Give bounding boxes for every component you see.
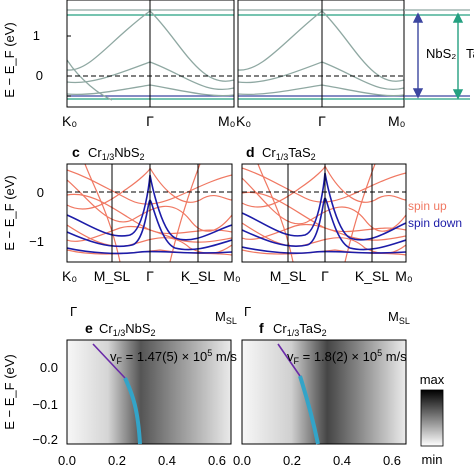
arpes-left-velocity: vF = 1.47(5) × 105 m/s [110, 348, 237, 366]
panel-d-title: Cr1/3TaS2 [262, 145, 316, 162]
arpes-right-mdc-peaks [298, 375, 320, 445]
top-right-xtick-k0: K₀ [236, 113, 251, 129]
mid-right-xtick-msl: M_SL [270, 268, 307, 284]
colorbar-max-label: max [420, 372, 445, 387]
bottom-left-gamma-marker: Γ [70, 304, 77, 319]
arpes-right-frame [241, 339, 407, 445]
arpes-right-fit-line [277, 343, 301, 377]
bottom-ytick-m02: −0.2 [32, 432, 58, 447]
top-right-band-1 [238, 10, 404, 82]
arpes-right: vF = 1.8(2) × 105 m/s [241, 339, 407, 445]
arpes-right-velocity: vF = 1.8(2) × 105 m/s [287, 348, 407, 366]
mid-right-spin-up-bands [242, 164, 406, 262]
mid-ylabel: E − E_F (eV) [2, 175, 17, 251]
colorbar [420, 389, 444, 447]
bottom-right-xtick-06: 0.6 [383, 453, 401, 468]
tas2-arrow [452, 12, 464, 100]
bottom-right-xtick-04: 0.4 [333, 453, 351, 468]
mid-right-xtick-ksl: K_SL [355, 268, 389, 284]
tas2-arrow-label: TaS₂ [466, 46, 474, 61]
top-left-xtick-gamma: Γ [146, 113, 154, 129]
bottom-ytick-m01: −0.1 [32, 397, 58, 412]
arpes-left-intensity [67, 340, 231, 444]
panel-d-letter: d [246, 144, 255, 160]
legend-spin-up: spin up [408, 199, 447, 213]
arpes-left-frame [66, 339, 232, 445]
top-right-band-3 [238, 84, 404, 97]
arpes-left: vF = 1.47(5) × 105 m/s [66, 339, 237, 445]
bottom-left-xtick-04: 0.4 [158, 453, 176, 468]
top-left-xtick-k0: K₀ [62, 113, 77, 129]
bottom-left-xtick-06: 0.6 [208, 453, 226, 468]
bottom-right-xtick-02: 0.2 [283, 453, 301, 468]
bottom-ylabel: E − E_F (eV) [2, 354, 17, 430]
panel-c-letter: c [72, 144, 80, 160]
top-ylabel-text: E − E_F (eV) [2, 22, 17, 98]
bottom-left-msl-marker: MSL [215, 309, 237, 326]
top-left-band-4 [67, 59, 113, 101]
middle-panel-right [242, 164, 406, 262]
mid-right-xtick-gamma: Γ [321, 268, 329, 284]
bottom-right-xtick-0: 0.0 [233, 453, 251, 468]
bottom-right-msl-marker: MSL [388, 309, 410, 326]
top-right-xtick-m0: M₀ [388, 113, 406, 129]
mid-left-xtick-m0: M₀ [223, 268, 241, 284]
middle-right-frame [241, 163, 407, 263]
top-right-bands [238, 9, 404, 100]
mid-ytick-m1: −1 [29, 234, 44, 249]
middle-left-frame [66, 163, 233, 263]
arpes-left-mdc-peaks [123, 377, 142, 445]
bottom-left-xtick-02: 0.2 [108, 453, 126, 468]
top-right-xtick-gamma: Γ [318, 113, 326, 129]
mid-left-xtick-msl: M_SL [94, 268, 131, 284]
colorbar-min-label: min [422, 452, 443, 467]
bottom-left-xtick-0: 0.0 [58, 453, 76, 468]
mid-ytick-0: 0 [37, 185, 44, 200]
arpes-left-fit-line [92, 343, 126, 379]
top-ytick-1: 1 [33, 28, 40, 43]
top-left-xtick-m0: M₀ [218, 113, 236, 129]
bottom-ytick-0: 0.0 [40, 360, 58, 375]
mid-left-xtick-ksl: K_SL [181, 268, 215, 284]
top-right-frame [237, 0, 405, 108]
panel-e-letter: e [85, 320, 93, 336]
bottom-right-gamma-marker: Γ [244, 304, 251, 319]
panel-e-title: Cr1/3NbS2 [99, 321, 156, 338]
mid-left-xtick-k0: K₀ [62, 268, 77, 284]
nbs2-arrow-label: NbS₂ [426, 46, 456, 61]
panel-f-title: Cr1/3TaS2 [273, 321, 327, 338]
top-left-frame [66, 0, 235, 108]
arpes-right-intensity [242, 340, 406, 444]
mid-left-xtick-gamma: Γ [146, 268, 154, 284]
top-panel-right [238, 9, 404, 100]
panel-f-letter: f [259, 320, 264, 336]
nbs2-arrow [412, 12, 424, 99]
mid-right-xtick-m0: M₀ [395, 268, 413, 284]
top-ytick-0: 0 [36, 68, 43, 83]
legend-spin-down: spin down [408, 216, 462, 230]
panel-c-title: Cr1/3NbS2 [88, 145, 145, 162]
